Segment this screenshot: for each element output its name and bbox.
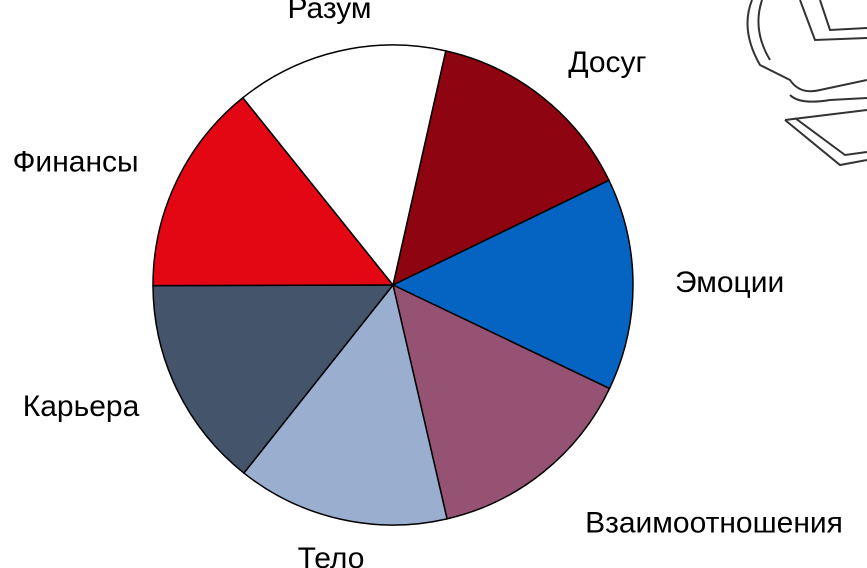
slice-label: Финансы — [13, 145, 139, 178]
slice-label: Разум — [287, 0, 371, 25]
page: {"chart_data": {"type": "pie", "categori… — [0, 0, 867, 568]
slice-label: Взаимоотношения — [585, 506, 843, 539]
slice-label: Досуг — [568, 46, 646, 79]
slice-label: Тело — [298, 542, 365, 568]
computer-clipart — [748, 0, 867, 165]
chart: Досуг Эмоции Взаимоотношения Тело Карьера Фин… — [0, 0, 867, 568]
slice-label: Карьера — [23, 390, 140, 423]
slice-label: Эмоции — [675, 266, 784, 299]
